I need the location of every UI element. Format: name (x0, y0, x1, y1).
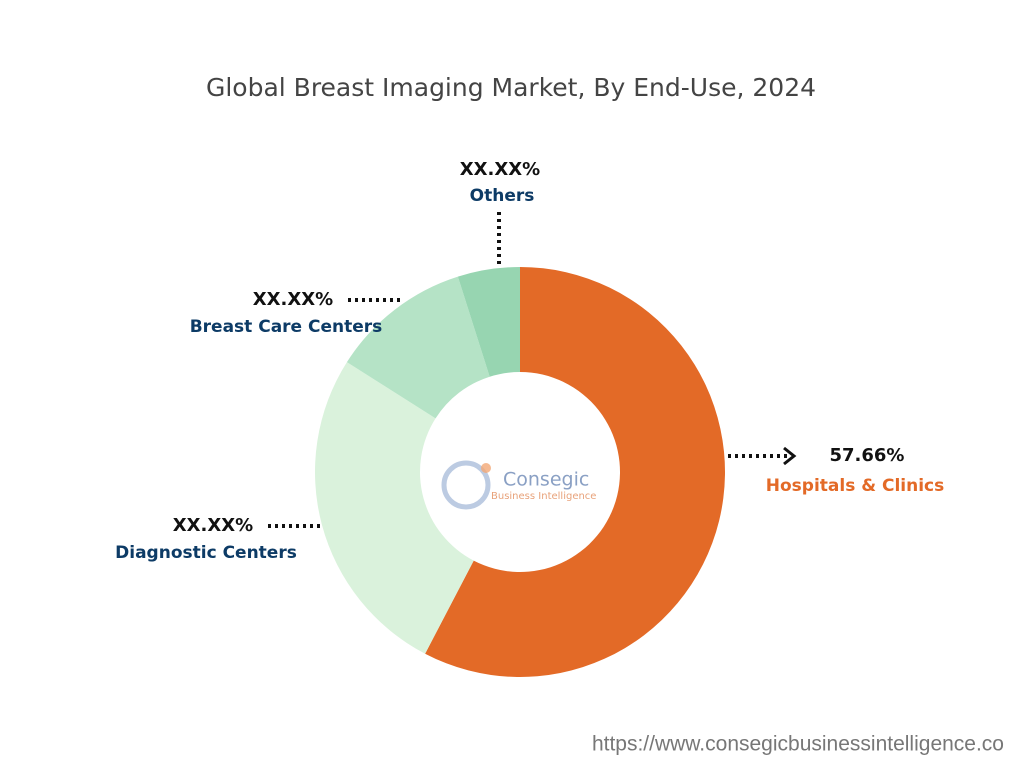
chart-title: Global Breast Imaging Market, By End-Use… (206, 73, 816, 102)
value-label: XX.XX% (460, 159, 540, 180)
logo-tagline: Business Intelligence (491, 491, 596, 502)
logo-dot (481, 463, 491, 473)
donut-slice (346, 276, 490, 419)
value-label: XX.XX% (173, 515, 253, 536)
donut-slice (425, 267, 725, 677)
leader-arrow (783, 446, 797, 466)
category-label: Diagnostic Centers (115, 543, 297, 563)
donut-slice (457, 267, 520, 377)
donut-slice (315, 362, 474, 654)
footer-url: https://www.consegicbusinessintelligence… (592, 733, 1004, 756)
value-label: XX.XX% (253, 289, 333, 310)
logo-name: Consegic (503, 469, 589, 491)
logo-ring (441, 460, 491, 510)
category-label: Others (470, 186, 535, 206)
value-label: 57.66% (830, 445, 905, 466)
category-label: Breast Care Centers (190, 317, 383, 337)
category-label: Hospitals & Clinics (766, 476, 944, 496)
